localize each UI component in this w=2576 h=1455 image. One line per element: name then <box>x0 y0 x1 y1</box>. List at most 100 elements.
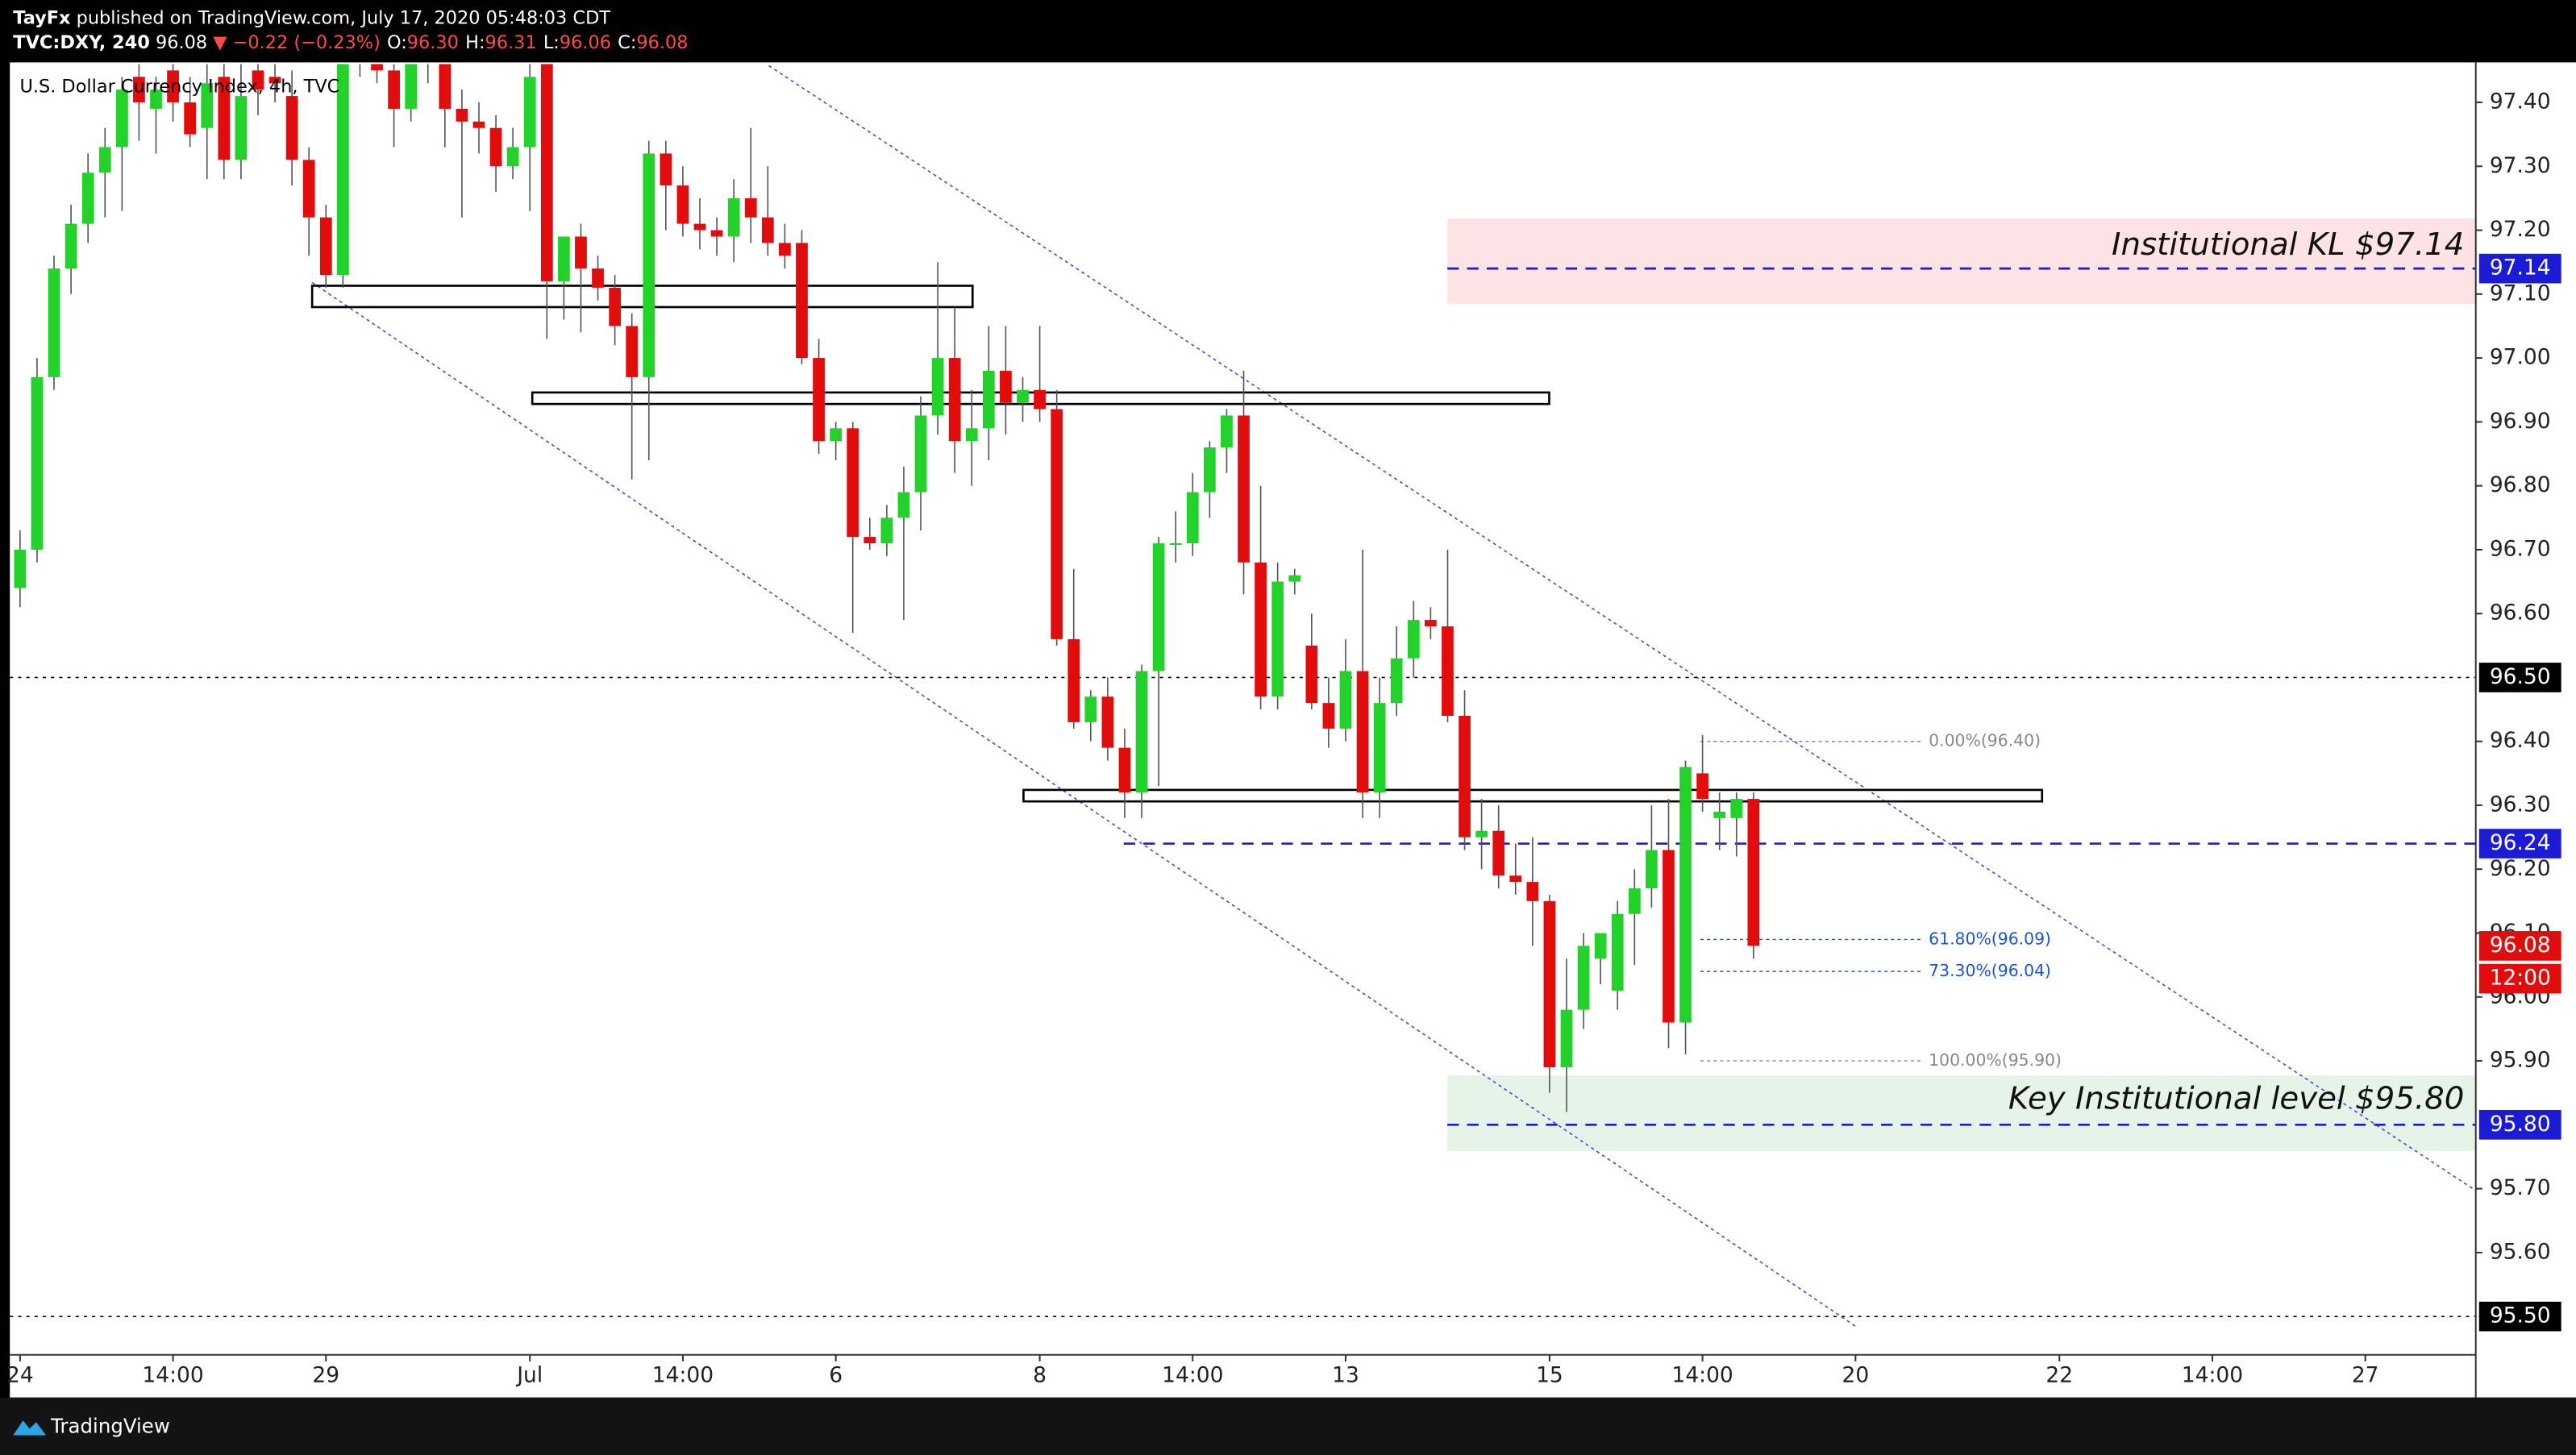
candle-body <box>472 121 485 128</box>
candle-body <box>1390 658 1403 704</box>
y-tick-label: 97.00 <box>2490 345 2551 370</box>
footer-brand: TradingView <box>50 1414 170 1437</box>
candle-body <box>235 96 248 160</box>
candle-body <box>302 160 315 218</box>
candle-body <box>540 64 553 281</box>
candle-body <box>931 358 944 416</box>
candle-body <box>1628 888 1641 914</box>
y-tick-label: 95.60 <box>2490 1239 2551 1264</box>
candle-body <box>1509 875 1522 883</box>
symbol: TVC:DXY, 240 <box>13 31 150 52</box>
candle-body <box>1475 830 1488 838</box>
level-tag-bg <box>2478 663 2561 692</box>
candle-body <box>31 376 44 550</box>
fib-label: 100.00%(95.90) <box>1929 1050 2062 1070</box>
candle-body <box>1118 747 1131 793</box>
x-tick-label: 6 <box>829 1363 843 1388</box>
x-tick-label: 15 <box>1536 1363 1563 1388</box>
candle-body <box>914 415 927 493</box>
ohlc-key: O: <box>387 31 407 52</box>
candle-body <box>1322 703 1335 729</box>
y-tick-label: 95.70 <box>2490 1175 2551 1200</box>
annotation: Key Institutional level $95.80 <box>2008 1080 2464 1116</box>
candle-body <box>1526 882 1539 901</box>
candle-body <box>371 64 383 71</box>
candle-body <box>1305 645 1318 704</box>
candle-body <box>1407 620 1420 659</box>
candle-body <box>218 77 231 160</box>
publish-line: TayFx published on TradingView.com, July… <box>13 7 610 28</box>
candle-body <box>1663 850 1675 1023</box>
candle-body <box>201 83 214 128</box>
x-tick-label: 24 <box>6 1363 34 1388</box>
candle-body <box>1288 575 1301 582</box>
candle-body <box>167 70 179 103</box>
countdown-bg <box>2478 963 2561 994</box>
candle-body <box>779 243 791 256</box>
x-tick-label: 14:00 <box>652 1363 714 1388</box>
candle-body <box>1730 799 1743 818</box>
candle-body <box>336 64 349 276</box>
candle-body <box>1560 1009 1573 1068</box>
candle-body <box>523 77 536 148</box>
candle-body <box>285 96 298 160</box>
y-tick-label: 96.30 <box>2490 792 2551 817</box>
channel-upper <box>768 64 2476 1191</box>
candle-body <box>660 153 672 186</box>
last: 96.08 <box>156 31 207 52</box>
supply-zone <box>1447 218 2476 304</box>
x-tick-label: 27 <box>2352 1363 2379 1388</box>
candle-body <box>133 77 145 103</box>
candle-body <box>1713 811 1726 818</box>
candle-body <box>948 358 961 442</box>
y-tick-label: 97.40 <box>2490 89 2551 114</box>
candle-body <box>48 268 60 377</box>
candle-body <box>1442 626 1454 717</box>
candle-body <box>489 127 502 167</box>
candle-body <box>422 52 434 64</box>
x-tick-label: 20 <box>1841 1363 1869 1388</box>
candle-body <box>830 428 843 442</box>
annotation: Institutional KL $97.14 <box>2112 227 2464 263</box>
candle-body <box>252 70 264 90</box>
candle-body <box>1152 543 1165 671</box>
candle-body <box>1611 913 1624 991</box>
x-tick-label: 14:00 <box>142 1363 203 1388</box>
fib-label: 61.80%(96.09) <box>1929 929 2051 948</box>
level-tag-bg <box>2478 253 2561 284</box>
x-tick-label: 22 <box>2045 1363 2073 1388</box>
candle-body <box>897 492 910 518</box>
candle-body <box>796 243 808 359</box>
candle-body <box>1051 409 1063 639</box>
candle-body <box>1339 671 1352 729</box>
candle-body <box>626 326 639 377</box>
ohlc-value: 96.06 <box>560 31 611 52</box>
candle-body <box>150 89 162 109</box>
candle-body <box>439 64 452 109</box>
candle-body <box>1034 389 1046 409</box>
candle-body <box>643 153 655 377</box>
candle-body <box>405 64 418 109</box>
candle-body <box>1135 671 1148 793</box>
candle-body <box>744 197 757 218</box>
level-tag-bg <box>2478 1110 2561 1140</box>
candle-body <box>727 197 740 237</box>
candle-body <box>1356 671 1369 793</box>
x-tick-label: 13 <box>1332 1363 1359 1388</box>
ohlc-key: C: <box>618 31 636 52</box>
candle-body <box>1067 638 1080 722</box>
fib-label: 0.00%(96.40) <box>1929 731 2041 750</box>
candle-body <box>558 236 570 281</box>
candle-body <box>14 549 27 588</box>
candle-body <box>388 70 400 109</box>
logo <box>13 1420 47 1436</box>
candle-body <box>710 230 723 237</box>
candle-body <box>1577 946 1590 1010</box>
demand-zone <box>1447 1075 2476 1152</box>
y-tick-label: 96.80 <box>2490 472 2551 497</box>
candle-body <box>592 268 604 288</box>
ohlc-value: 96.31 <box>485 31 537 52</box>
candle-body <box>1747 799 1760 946</box>
candle-body <box>506 147 519 167</box>
